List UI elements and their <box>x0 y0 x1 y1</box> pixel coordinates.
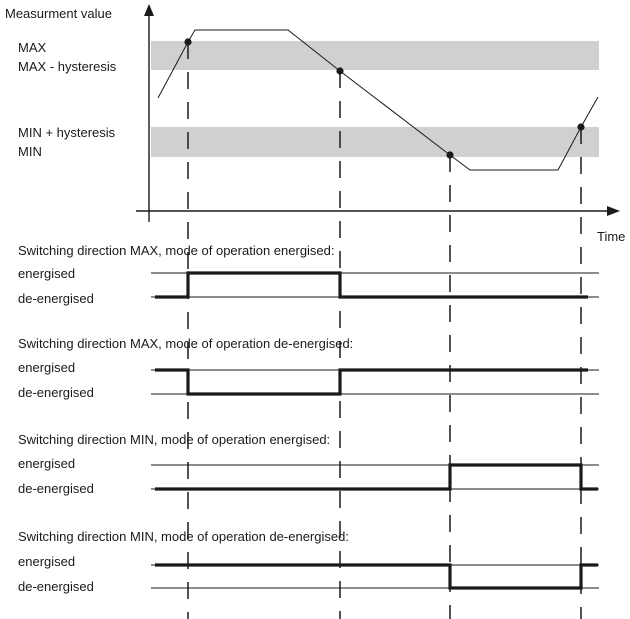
relay-state-signal <box>155 563 598 590</box>
min-hysteresis-band <box>151 127 599 157</box>
energised-label: energised <box>18 456 75 471</box>
switching-panel: Switching direction MAX, mode of operati… <box>18 336 599 400</box>
energised-label: energised <box>18 554 75 569</box>
y-axis-arrow <box>144 4 154 16</box>
min-label: MIN <box>18 144 42 159</box>
de-energised-label: de-energised <box>18 385 94 400</box>
energised-label: energised <box>18 266 75 281</box>
energised-label: energised <box>18 360 75 375</box>
x-axis-arrow <box>607 206 620 216</box>
measurement-curve <box>157 29 599 171</box>
max-minus-hysteresis-label: MAX - hysteresis <box>18 59 117 74</box>
relay-state-signal <box>155 463 598 491</box>
switching-panel: Switching direction MIN, mode of operati… <box>18 529 599 594</box>
switching-panel: Switching direction MIN, mode of operati… <box>18 432 599 496</box>
x-axis-label: Time <box>597 229 625 244</box>
relay-state-signal <box>155 271 588 299</box>
de-energised-label: de-energised <box>18 481 94 496</box>
min-plus-hysteresis-label: MIN + hysteresis <box>18 125 116 140</box>
y-axis-label: Measurment value <box>5 6 112 21</box>
panel-title: Switching direction MAX, mode of operati… <box>18 243 335 258</box>
max-label: MAX <box>18 40 47 55</box>
de-energised-label: de-energised <box>18 291 94 306</box>
panel-title: Switching direction MAX, mode of operati… <box>18 336 353 351</box>
de-energised-label: de-energised <box>18 579 94 594</box>
panel-title: Switching direction MIN, mode of operati… <box>18 432 330 447</box>
switching-panel: Switching direction MAX, mode of operati… <box>18 243 599 306</box>
max-hysteresis-band <box>151 41 599 70</box>
panel-title: Switching direction MIN, mode of operati… <box>18 529 349 544</box>
relay-state-signal <box>155 368 588 396</box>
